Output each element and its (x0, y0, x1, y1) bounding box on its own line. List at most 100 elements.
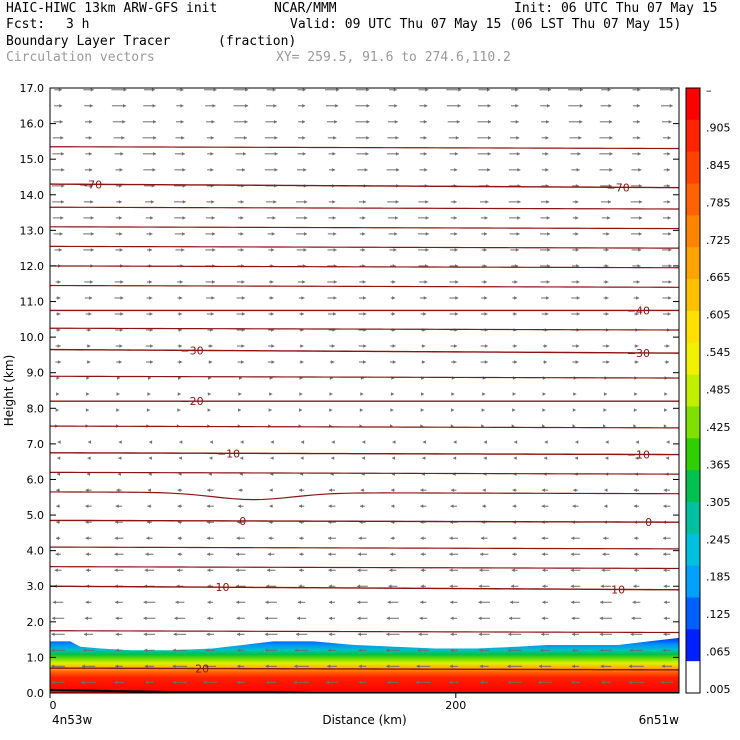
contour-line (50, 546, 679, 550)
wind-vector (51, 168, 65, 172)
wind-vector (573, 488, 578, 492)
wind-vector (390, 312, 396, 316)
wind-vector (419, 103, 428, 108)
colorbar-swatch (686, 406, 700, 439)
wind-vector (57, 456, 61, 460)
wind-vector (173, 200, 186, 204)
wind-vector (268, 280, 274, 284)
wind-vector (146, 296, 153, 300)
wind-vector (663, 152, 671, 156)
wind-vector (113, 136, 125, 140)
wind-vector (450, 216, 457, 220)
wind-vector (83, 216, 94, 220)
colorbar-swatch (686, 470, 700, 503)
wind-vector (449, 312, 459, 316)
wind-vector (327, 136, 337, 140)
wind-vector (599, 120, 613, 124)
wind-vector (84, 103, 93, 108)
wind-vector (600, 648, 612, 653)
wind-vector (85, 520, 92, 524)
wind-vector (450, 632, 457, 637)
wind-vector (296, 616, 307, 621)
wind-vector (449, 280, 459, 284)
wind-vector (663, 568, 671, 573)
wind-vector (357, 552, 368, 557)
wind-vector (418, 88, 429, 92)
wind-vector (266, 216, 276, 220)
wind-vector (175, 136, 185, 140)
wind-vector (392, 440, 396, 444)
wind-vector (541, 488, 549, 492)
wind-vector (390, 536, 396, 540)
wind-vector (327, 248, 337, 252)
isotherm-label: −30 (627, 347, 650, 360)
wind-vector (237, 232, 244, 236)
wind-vector (295, 632, 308, 637)
wind-vector (268, 264, 274, 268)
wind-vector (54, 103, 63, 108)
wind-vector (386, 168, 400, 172)
wind-vector (56, 488, 60, 492)
wind-vector (145, 360, 153, 364)
y-tick-label: 8.0 (27, 402, 45, 415)
wind-vector (662, 248, 672, 252)
wind-vector (507, 648, 522, 653)
wind-vector (115, 248, 123, 252)
wind-vector (663, 632, 671, 637)
wind-vector (512, 392, 516, 396)
wind-vector (635, 440, 639, 444)
wind-vector (603, 392, 607, 396)
wind-vector (601, 568, 611, 573)
wind-vector (85, 600, 92, 605)
wind-vector (84, 168, 93, 172)
wind-vector (418, 248, 429, 252)
wind-vector (512, 552, 518, 557)
wind-vector (420, 312, 427, 316)
wind-vector (299, 408, 303, 412)
wind-vector (81, 664, 96, 669)
wind-vector (390, 408, 394, 412)
wind-vector (419, 152, 427, 156)
wind-vector (267, 360, 275, 364)
colorbar-label: .125 (706, 608, 731, 621)
wind-vector (633, 504, 639, 508)
wind-vector (568, 103, 583, 108)
wind-vector (115, 616, 123, 621)
wind-vector (297, 600, 306, 605)
wind-vector (355, 120, 370, 124)
contour-line (50, 327, 679, 331)
wind-vector (572, 200, 579, 204)
wind-vector (540, 103, 550, 108)
wind-vector (635, 456, 639, 460)
wind-vector (55, 536, 61, 540)
wind-vector (631, 168, 642, 172)
wind-vector (387, 136, 399, 140)
wind-vector (390, 552, 396, 557)
wind-vector (142, 136, 157, 140)
wind-vector (85, 552, 92, 557)
wind-vector (83, 232, 94, 236)
wind-vector (417, 648, 430, 653)
wind-vector (298, 504, 305, 508)
wind-vector (450, 600, 458, 605)
wind-vector (55, 552, 61, 557)
isotherm-label: 10 (611, 583, 625, 596)
wind-vector (387, 200, 399, 204)
wind-vector (116, 392, 120, 396)
wind-vector (571, 680, 580, 685)
wind-vector (482, 504, 487, 508)
wind-vector (174, 232, 185, 236)
wind-vector (387, 600, 399, 605)
wind-vector (148, 456, 152, 460)
wind-vector (388, 584, 398, 589)
wind-vector (112, 120, 126, 124)
wind-vector (571, 632, 580, 637)
wind-vector (175, 248, 185, 252)
wind-vector (659, 88, 674, 92)
wind-vector (633, 584, 640, 589)
wind-vector (512, 536, 517, 540)
y-tick-label: 4.0 (27, 545, 45, 558)
wind-vector (265, 120, 278, 124)
contour-line (50, 630, 679, 634)
wind-vector (206, 504, 214, 508)
